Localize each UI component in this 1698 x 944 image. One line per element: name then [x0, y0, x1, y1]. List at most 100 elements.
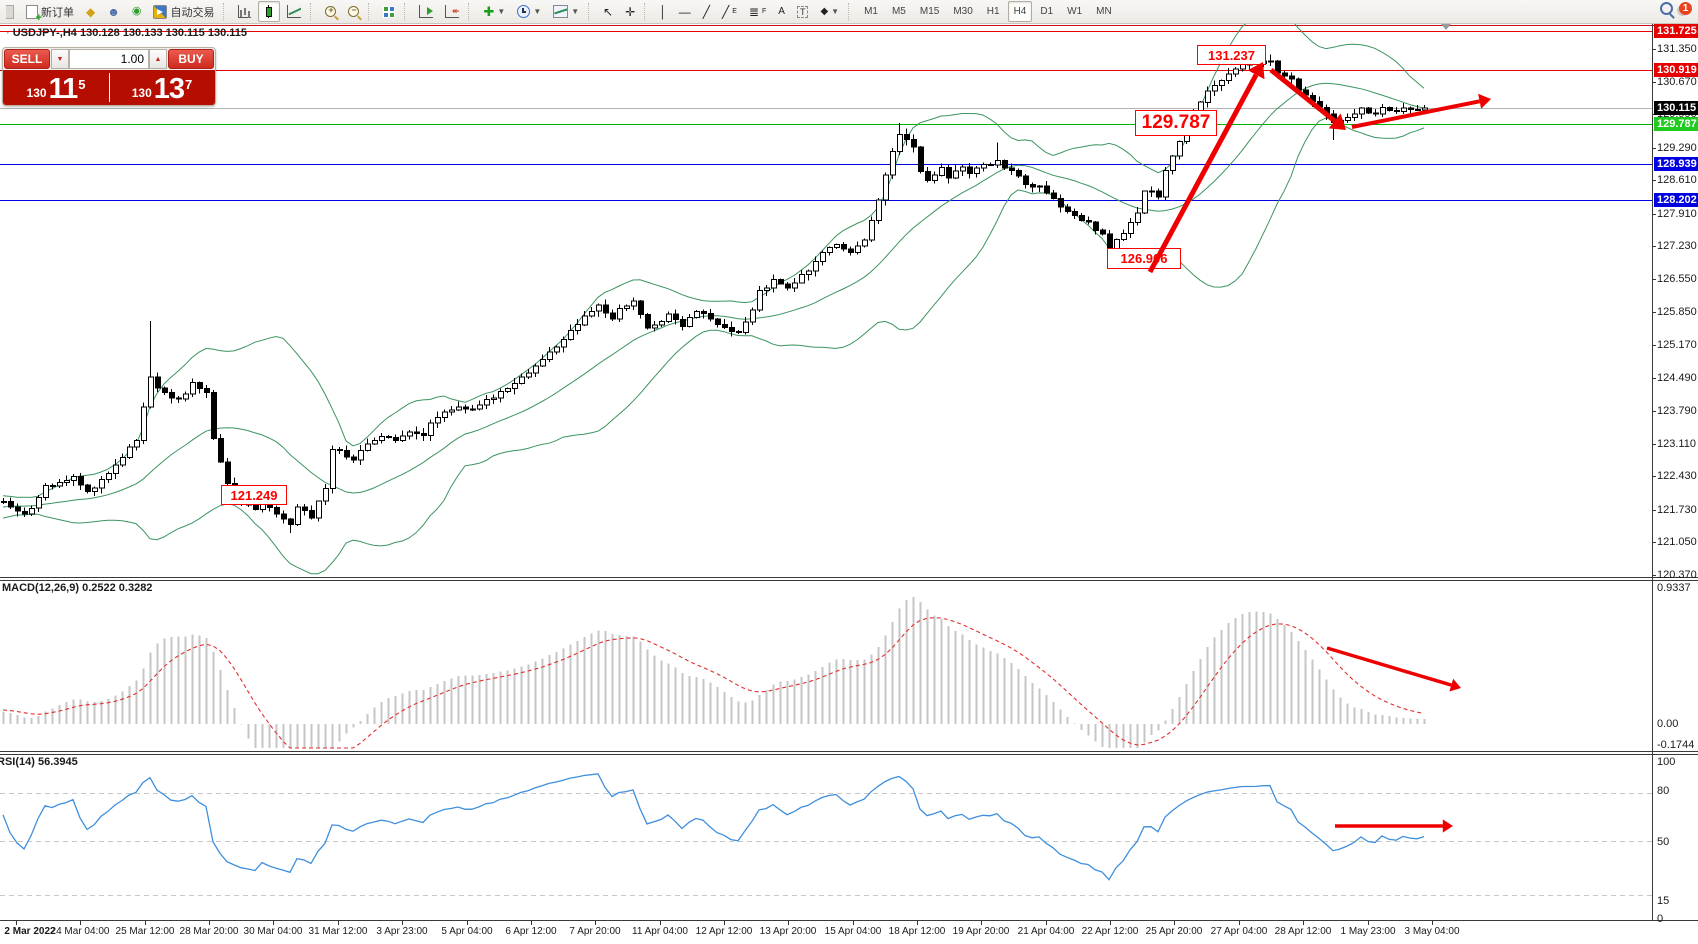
channel-button[interactable]: ╱ E	[717, 1, 742, 22]
autotrading-button[interactable]: 自动交易	[148, 1, 219, 22]
price-tick-label: 130.670	[1657, 76, 1697, 88]
signals-button[interactable]: ◉	[127, 1, 147, 22]
fibonacci-button[interactable]: ≣ F	[744, 1, 771, 22]
tile-windows-button[interactable]	[378, 1, 400, 22]
zoom-in-button[interactable]: +	[320, 1, 341, 22]
trendline-icon: ╱	[702, 4, 711, 19]
zoom-out-button[interactable]: −	[343, 1, 364, 22]
text-label-icon: T	[796, 5, 809, 18]
price-divider	[109, 73, 110, 102]
auto-scroll-button[interactable]	[414, 1, 438, 22]
time-axis-label: 5 Apr 04:00	[441, 926, 493, 937]
zoom-in-icon: +	[325, 5, 337, 17]
rsi-axis-label: 50	[1657, 836, 1670, 848]
price-tick-label: 129.290	[1657, 142, 1697, 154]
time-axis-label: 3 Apr 23:00	[376, 926, 428, 937]
trendline-button[interactable]: ╱	[698, 1, 715, 22]
price-annotation-label[interactable]: 131.237	[1197, 45, 1266, 65]
time-axis-label: 18 Apr 12:00	[888, 926, 946, 937]
tf-m30[interactable]: M30	[953, 6, 973, 17]
candlestick-chart-button[interactable]	[258, 1, 281, 22]
autotrading-icon	[153, 4, 168, 19]
volume-up-button[interactable]: ▲	[149, 49, 167, 69]
rsi-axis-label: 0	[1657, 913, 1664, 925]
text-label-button[interactable]: T	[792, 1, 814, 22]
time-axis-label: 22 Apr 12:00	[1081, 926, 1139, 937]
tf-h4[interactable]: H4	[1007, 1, 1033, 22]
time-axis-label: 7 Apr 20:00	[569, 926, 621, 937]
time-axis-label: 30 Mar 04:00	[243, 926, 303, 937]
tile-windows-icon	[383, 5, 396, 18]
chevron-down-icon: ▼	[497, 7, 506, 16]
notification-badge[interactable]: 1	[1679, 2, 1692, 15]
indicators-button[interactable]: ✚ ▼	[478, 1, 510, 22]
price-annotation-label[interactable]: 129.787	[1135, 110, 1217, 136]
crosshair-button[interactable]: ✛	[620, 1, 640, 22]
current-price-badge: 130.115	[1654, 101, 1698, 115]
line-chart-button[interactable]	[282, 1, 306, 22]
market-watch-button[interactable]: ◆	[81, 1, 100, 22]
cursor-icon: ↖	[603, 4, 614, 19]
time-axis-label: 25 Mar 12:00	[115, 926, 175, 937]
separator	[368, 2, 374, 21]
gold-diamond-icon: ◆	[86, 4, 96, 19]
time-axis-label: 12 Apr 12:00	[695, 926, 753, 937]
cursor-button[interactable]: ↖	[598, 1, 618, 22]
price-tick-label: 121.050	[1657, 536, 1697, 548]
templates-button[interactable]: ▼	[548, 1, 584, 22]
partial-button[interactable]	[1, 1, 19, 22]
time-axis-label: 2 Mar 2022	[4, 926, 56, 937]
auto-scroll-icon	[419, 5, 434, 18]
chevron-down-icon: ▼	[533, 7, 542, 16]
price-annotation-label[interactable]: 121.249	[221, 485, 287, 505]
tf-d1[interactable]: D1	[1040, 6, 1054, 17]
search-icon[interactable]	[1660, 2, 1673, 15]
tf-m15[interactable]: M15	[919, 6, 940, 17]
tf-w1[interactable]: W1	[1067, 6, 1083, 17]
tf-h1[interactable]: H1	[986, 6, 1000, 17]
arrows-button[interactable]: ◆ ▼	[815, 1, 844, 22]
macd-signal-line	[2, 617, 1425, 749]
tf-m1[interactable]: M1	[864, 6, 878, 17]
time-axis-label: 19 Apr 20:00	[952, 926, 1010, 937]
macd-axis-label: 0.00	[1657, 718, 1679, 730]
clock-icon	[517, 5, 531, 18]
price-tick-label: 122.430	[1657, 470, 1697, 482]
horizontal-lines[interactable]	[0, 30, 1652, 202]
price-tick-label: 123.790	[1657, 405, 1697, 417]
macd-label: MACD(12,26,9) 0.2522 0.3282	[2, 582, 153, 594]
time-axis-label: 6 Apr 12:00	[505, 926, 557, 937]
time-axis-label: 27 Apr 04:00	[1210, 926, 1268, 937]
symbol-title: USDJPY-,H4	[12, 27, 77, 39]
zoom-out-icon: −	[348, 5, 360, 17]
rsi-axis-label: 80	[1657, 785, 1670, 797]
buy-button[interactable]: BUY	[168, 49, 214, 69]
horizontal-line-button[interactable]: —	[674, 1, 696, 22]
candlestick-icon	[263, 5, 275, 18]
chart-shift-marker[interactable]	[1441, 24, 1451, 30]
buy-price[interactable]: 130 13 7	[109, 70, 215, 105]
sell-price[interactable]: 130 11 5	[3, 70, 109, 105]
tf-mn[interactable]: MN	[1096, 6, 1112, 17]
volume-input[interactable]	[69, 49, 149, 69]
time-axis-label: 15 Apr 04:00	[824, 926, 882, 937]
bar-chart-icon	[238, 5, 252, 18]
price-tick-label: 131.350	[1657, 43, 1697, 55]
one-click-trading-panel: SELL ▼ ▲ BUY 130 11 5 130 13 7	[2, 47, 216, 106]
vertical-line-button[interactable]: │	[654, 1, 672, 22]
tf-m5[interactable]: M5	[891, 6, 906, 17]
sell-button[interactable]: SELL	[4, 49, 50, 69]
new-order-button[interactable]: 新订单	[21, 1, 79, 24]
terminal-button[interactable]: ☻	[102, 1, 125, 22]
price-tick-label: 124.490	[1657, 372, 1697, 384]
periods-button[interactable]: ▼	[512, 1, 546, 22]
text-button[interactable]: A	[773, 1, 790, 22]
price-annotation-label[interactable]: 126.906	[1107, 248, 1181, 269]
volume-down-button[interactable]: ▼	[51, 49, 69, 69]
rsi-axis-label: 15	[1657, 895, 1670, 907]
bar-chart-button[interactable]	[233, 1, 256, 22]
chart-shift-button[interactable]: ↞	[440, 1, 464, 22]
